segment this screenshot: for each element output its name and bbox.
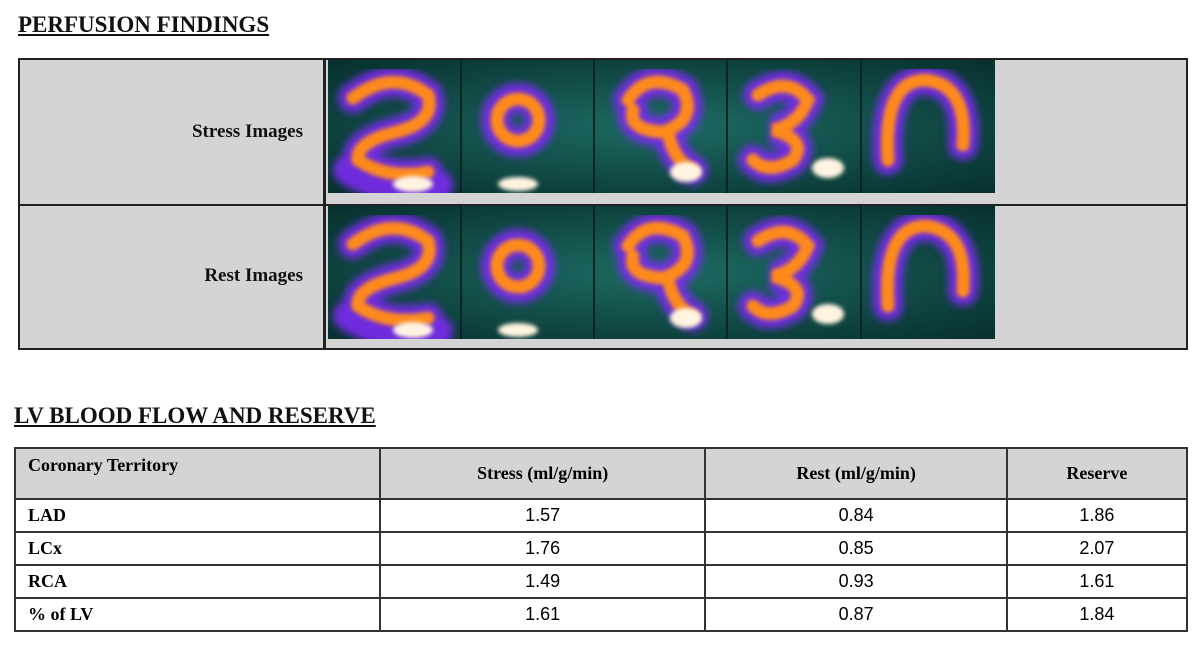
table-cell: Coronary Territory — [14, 447, 381, 500]
table-cell: LAD — [14, 498, 381, 533]
table-cell: LCx — [14, 531, 381, 566]
rest-images — [328, 206, 995, 339]
table-cell: 0.87 — [704, 597, 1008, 632]
table-cell: 1.84 — [1005, 597, 1189, 632]
section-title: LV BLOOD FLOW AND RESERVE — [14, 403, 376, 428]
table-cell: 0.84 — [704, 498, 1008, 533]
stress-images — [328, 60, 995, 193]
table-cell: 1.49 — [378, 564, 707, 599]
table-cell: 1.76 — [378, 531, 707, 566]
table-cell: Rest (ml/g/min) — [704, 447, 1008, 500]
table-cell: Reserve — [1005, 447, 1189, 500]
section-title: PERFUSION FINDINGS — [18, 12, 270, 37]
table-row: LAD 1.57 0.84 1.86 — [14, 498, 1189, 533]
flow-table: Coronary Territory Stress (ml/g/min) Rest … — [14, 447, 1189, 632]
table-cell: Stress (ml/g/min) — [378, 447, 707, 500]
table-cell: 1.61 — [1005, 564, 1189, 599]
table-row: LCx 1.76 0.85 2.07 — [14, 531, 1189, 566]
divider — [20, 204, 1186, 206]
table-cell: % of LV — [14, 597, 381, 632]
table-cell: RCA — [14, 564, 381, 599]
table-cell: 1.86 — [1005, 498, 1189, 533]
table-row: RCA 1.49 0.93 1.61 — [14, 564, 1189, 599]
table-cell: 0.85 — [704, 531, 1008, 566]
table-row: Coronary Territory Stress (ml/g/min) Rest … — [14, 447, 1189, 500]
table-cell: 0.93 — [704, 564, 1008, 599]
table-row: % of LV 1.61 0.87 1.84 — [14, 597, 1189, 632]
table-cell: 1.57 — [378, 498, 707, 533]
table-cell: 2.07 — [1005, 531, 1189, 566]
row-label: Rest Images — [204, 265, 303, 286]
row-label: Stress Images — [191, 121, 303, 142]
table-cell: 1.61 — [378, 597, 707, 632]
